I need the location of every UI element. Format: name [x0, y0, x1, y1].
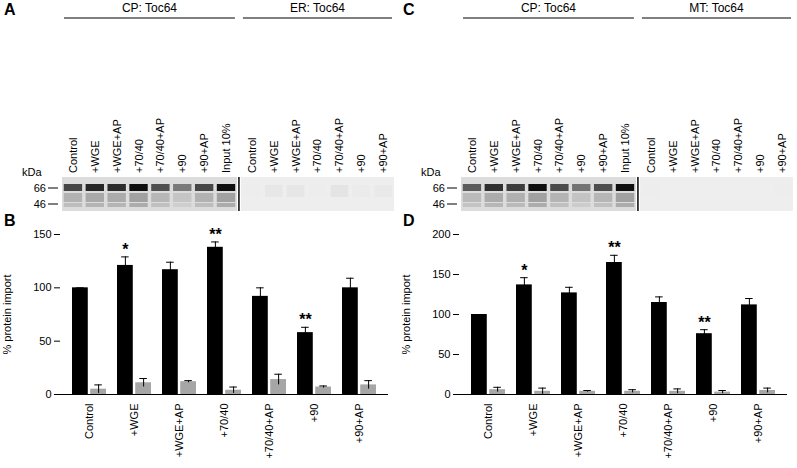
svg-text:+70/40: +70/40: [532, 139, 544, 173]
svg-text:+70/40: +70/40: [617, 404, 629, 438]
svg-text:+90: +90: [575, 154, 587, 173]
svg-text:kDa: kDa: [22, 166, 42, 178]
svg-text:150: 150: [33, 228, 51, 240]
svg-text:MT: Toc64: MT: Toc64: [689, 1, 744, 15]
svg-text:66: 66: [433, 182, 445, 194]
svg-text:+90+AP: +90+AP: [377, 133, 389, 173]
svg-text:46: 46: [34, 198, 46, 210]
svg-text:Control: Control: [482, 404, 494, 439]
svg-text:C: C: [403, 1, 415, 18]
svg-text:*: *: [521, 262, 528, 279]
svg-text:+WGE: +WGE: [268, 140, 280, 173]
svg-text:A: A: [4, 1, 16, 18]
svg-text:**: **: [299, 311, 312, 328]
svg-text:% protein import: % protein import: [1, 274, 13, 354]
svg-text:+70/40+AP: +70/40+AP: [732, 118, 744, 173]
svg-text:Input 10%: Input 10%: [619, 123, 631, 173]
svg-text:+WGE+AP: +WGE+AP: [111, 119, 123, 173]
svg-text:+70/40+AP: +70/40+AP: [553, 118, 565, 173]
svg-text:50: 50: [438, 348, 450, 360]
svg-text:*: *: [122, 241, 129, 258]
svg-text:+90: +90: [355, 154, 367, 173]
svg-text:100: 100: [432, 308, 450, 320]
svg-text:+90+AP: +90+AP: [597, 133, 609, 173]
svg-text:+WGE+AP: +WGE+AP: [689, 119, 701, 173]
svg-text:+WGE+AP: +WGE+AP: [290, 119, 302, 173]
svg-text:ER: Toc64: ER: Toc64: [290, 1, 345, 15]
svg-text:Control: Control: [83, 404, 95, 439]
svg-text:kDa: kDa: [421, 166, 441, 178]
svg-text:+70/40: +70/40: [218, 404, 230, 438]
svg-text:200: 200: [432, 228, 450, 240]
svg-text:+WGE: +WGE: [527, 404, 539, 437]
svg-text:CP: Toc64: CP: Toc64: [521, 1, 576, 15]
html-text:B: B: [4, 212, 16, 229]
svg-text:+90+AP: +90+AP: [752, 404, 764, 444]
svg-text:+70/40+AP: +70/40+AP: [662, 404, 674, 459]
svg-text:+70/40: +70/40: [710, 139, 722, 173]
svg-text:Control: Control: [645, 138, 657, 173]
svg-text:Control: Control: [246, 138, 258, 173]
svg-text:% protein import: % protein import: [400, 274, 412, 354]
svg-text:50: 50: [39, 335, 51, 347]
svg-text:+70/40: +70/40: [133, 139, 145, 173]
svg-text:+90: +90: [308, 404, 320, 423]
svg-text:+WGE: +WGE: [488, 140, 500, 173]
svg-text:Input 10%: Input 10%: [220, 123, 232, 173]
svg-text:Control: Control: [466, 138, 478, 173]
svg-text:100: 100: [33, 281, 51, 293]
svg-text:+90: +90: [176, 154, 188, 173]
svg-text:+70/40+AP: +70/40+AP: [154, 118, 166, 173]
svg-text:CP: Toc64: CP: Toc64: [122, 1, 177, 15]
svg-text:0: 0: [45, 388, 51, 400]
svg-text:+70/40: +70/40: [311, 139, 323, 173]
svg-text:**: **: [608, 239, 621, 256]
svg-text:Control: Control: [67, 138, 79, 173]
html-text:D: D: [403, 212, 415, 229]
svg-text:150: 150: [432, 268, 450, 280]
svg-text:+70/40+AP: +70/40+AP: [263, 404, 275, 459]
svg-text:**: **: [698, 314, 711, 331]
svg-text:0: 0: [444, 388, 450, 400]
svg-text:+90: +90: [707, 404, 719, 423]
svg-text:**: **: [209, 226, 222, 243]
svg-text:+WGE: +WGE: [128, 404, 140, 437]
svg-text:66: 66: [34, 182, 46, 194]
svg-text:+90+AP: +90+AP: [353, 404, 365, 444]
svg-text:+WGE: +WGE: [89, 140, 101, 173]
svg-text:+90+AP: +90+AP: [776, 133, 788, 173]
svg-text:+90+AP: +90+AP: [198, 133, 210, 173]
svg-text:+WGE+AP: +WGE+AP: [173, 404, 185, 458]
svg-text:+90: +90: [754, 154, 766, 173]
svg-text:46: 46: [433, 198, 445, 210]
svg-text:+WGE+AP: +WGE+AP: [510, 119, 522, 173]
svg-text:+70/40+AP: +70/40+AP: [333, 118, 345, 173]
svg-text:+WGE+AP: +WGE+AP: [572, 404, 584, 458]
svg-text:+WGE: +WGE: [667, 140, 679, 173]
